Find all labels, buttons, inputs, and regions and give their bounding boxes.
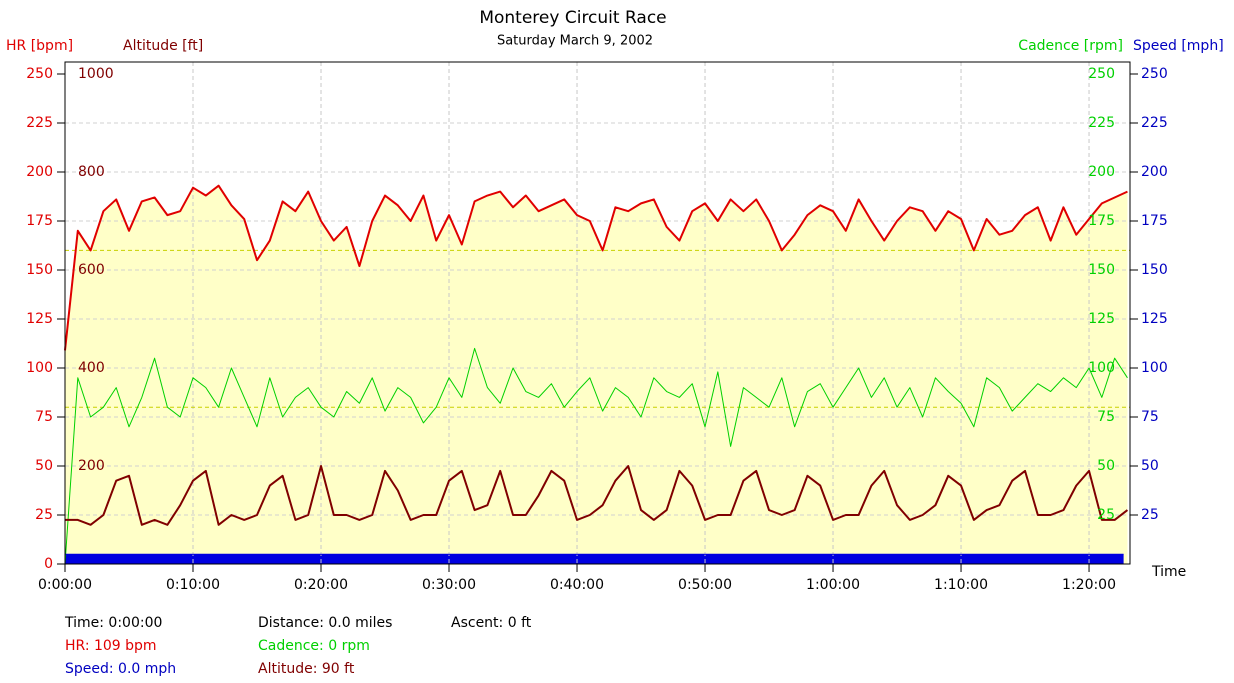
y-tick-label: 1000 xyxy=(78,66,114,82)
readout-text: Cadence: 0 rpm xyxy=(258,638,370,654)
y-tick-label: 75 xyxy=(1141,409,1159,425)
y-tick-label: 175 xyxy=(26,213,53,229)
series-line xyxy=(64,347,1128,565)
y-tick-label: 50 xyxy=(35,458,53,474)
chart-title: Monterey Circuit Race xyxy=(479,8,666,28)
y-tick-label: 50 xyxy=(1141,458,1159,474)
series-line xyxy=(65,465,1129,526)
x-tick-label: 0:50:00 xyxy=(678,577,732,593)
y-tick-label: 250 xyxy=(1141,66,1168,82)
x-tick-label: 1:10:00 xyxy=(934,577,988,593)
y-tick-label: 150 xyxy=(26,262,53,278)
y-tick-label: 100 xyxy=(1141,360,1168,376)
y-tick-label: 800 xyxy=(78,164,105,180)
y-tick-label: 150 xyxy=(1088,262,1115,278)
y-tick-label: 100 xyxy=(26,360,53,376)
y-tick-label: 150 xyxy=(1141,262,1168,278)
y-tick-label: 225 xyxy=(1088,115,1115,131)
axis-label: Speed [mph] xyxy=(1133,38,1224,54)
y-tick-label: 50 xyxy=(1097,458,1115,474)
y-tick-label: 125 xyxy=(26,311,53,327)
y-tick-label: 200 xyxy=(26,164,53,180)
readout-text: Ascent: 0 ft xyxy=(451,615,532,631)
axis-label: Altitude [ft] xyxy=(123,38,203,54)
chart-subtitle: Saturday March 9, 2002 xyxy=(497,34,653,49)
x-tick-label: 0:20:00 xyxy=(294,577,348,593)
series-fill xyxy=(65,554,1124,564)
readout-text: Time: 0:00:00 xyxy=(64,615,162,631)
y-tick-label: 400 xyxy=(78,360,105,376)
x-tick-label: 1:20:00 xyxy=(1062,577,1116,593)
y-tick-label: 175 xyxy=(1141,213,1168,229)
y-tick-label: 225 xyxy=(1141,115,1168,131)
y-tick-label: 75 xyxy=(1097,409,1115,425)
readout-text: Distance: 0.0 miles xyxy=(258,615,392,631)
axis-label: Cadence [rpm] xyxy=(1018,38,1123,54)
y-tick-label: 200 xyxy=(1088,164,1115,180)
y-tick-label: 125 xyxy=(1141,311,1168,327)
y-tick-label: 25 xyxy=(35,507,53,523)
x-tick-label: 0:40:00 xyxy=(550,577,604,593)
axis-label: HR [bpm] xyxy=(6,38,73,54)
y-tick-label: 600 xyxy=(78,262,105,278)
x-tick-label: 0:30:00 xyxy=(422,577,476,593)
y-tick-label: 200 xyxy=(1141,164,1168,180)
y-tick-label: 250 xyxy=(26,66,53,82)
y-tick-label: 25 xyxy=(1141,507,1159,523)
plot-frame xyxy=(64,61,1131,565)
series-fill xyxy=(65,185,1128,564)
readout-text: Altitude: 90 ft xyxy=(258,661,355,677)
x-tick-label: 0:00:00 xyxy=(38,577,92,593)
series-line xyxy=(64,184,1128,351)
y-tick-label: 125 xyxy=(1088,311,1115,327)
readout-text: HR: 109 bpm xyxy=(65,638,157,654)
x-tick-label: 0:10:00 xyxy=(166,577,220,593)
y-tick-label: 225 xyxy=(26,115,53,131)
y-tick-label: 0 xyxy=(44,556,53,572)
y-tick-label: 75 xyxy=(35,409,53,425)
y-tick-label: 25 xyxy=(1097,507,1115,523)
x-axis-label: Time xyxy=(1151,564,1186,580)
y-tick-label: 250 xyxy=(1088,66,1115,82)
readout-text: Speed: 0.0 mph xyxy=(65,661,176,677)
y-tick-label: 175 xyxy=(1088,213,1115,229)
x-tick-label: 1:00:00 xyxy=(806,577,860,593)
y-tick-label: 100 xyxy=(1088,360,1115,376)
y-tick-label: 200 xyxy=(78,458,105,474)
